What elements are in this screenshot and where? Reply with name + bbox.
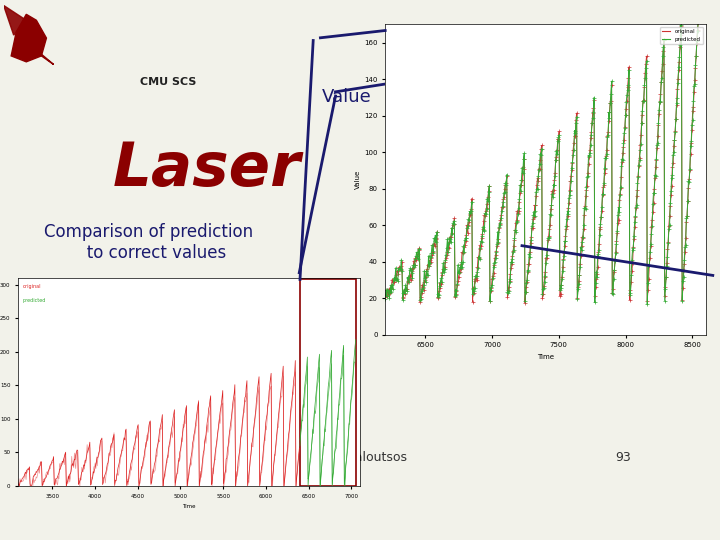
Text: Timesteps: Timesteps xyxy=(441,246,534,264)
Y-axis label: Value: Value xyxy=(355,170,361,189)
Text: C. Faloutsos: C. Faloutsos xyxy=(331,451,407,464)
Text: Comparison of prediction
   to correct values: Comparison of prediction to correct valu… xyxy=(44,223,253,261)
Polygon shape xyxy=(12,14,47,62)
Text: 93: 93 xyxy=(616,451,631,464)
X-axis label: Time: Time xyxy=(537,354,554,360)
Text: Value: Value xyxy=(322,87,372,106)
Text: Laser: Laser xyxy=(112,140,300,199)
Polygon shape xyxy=(37,50,54,65)
Text: Telcordia 2003: Telcordia 2003 xyxy=(132,451,223,464)
Text: predicted: predicted xyxy=(22,298,45,302)
Text: original: original xyxy=(22,284,41,289)
Polygon shape xyxy=(4,5,27,35)
X-axis label: Time: Time xyxy=(182,504,196,509)
Text: CMU SCS: CMU SCS xyxy=(140,77,197,87)
Legend: original, predicted: original, predicted xyxy=(660,27,703,44)
Bar xyxy=(300,279,356,486)
